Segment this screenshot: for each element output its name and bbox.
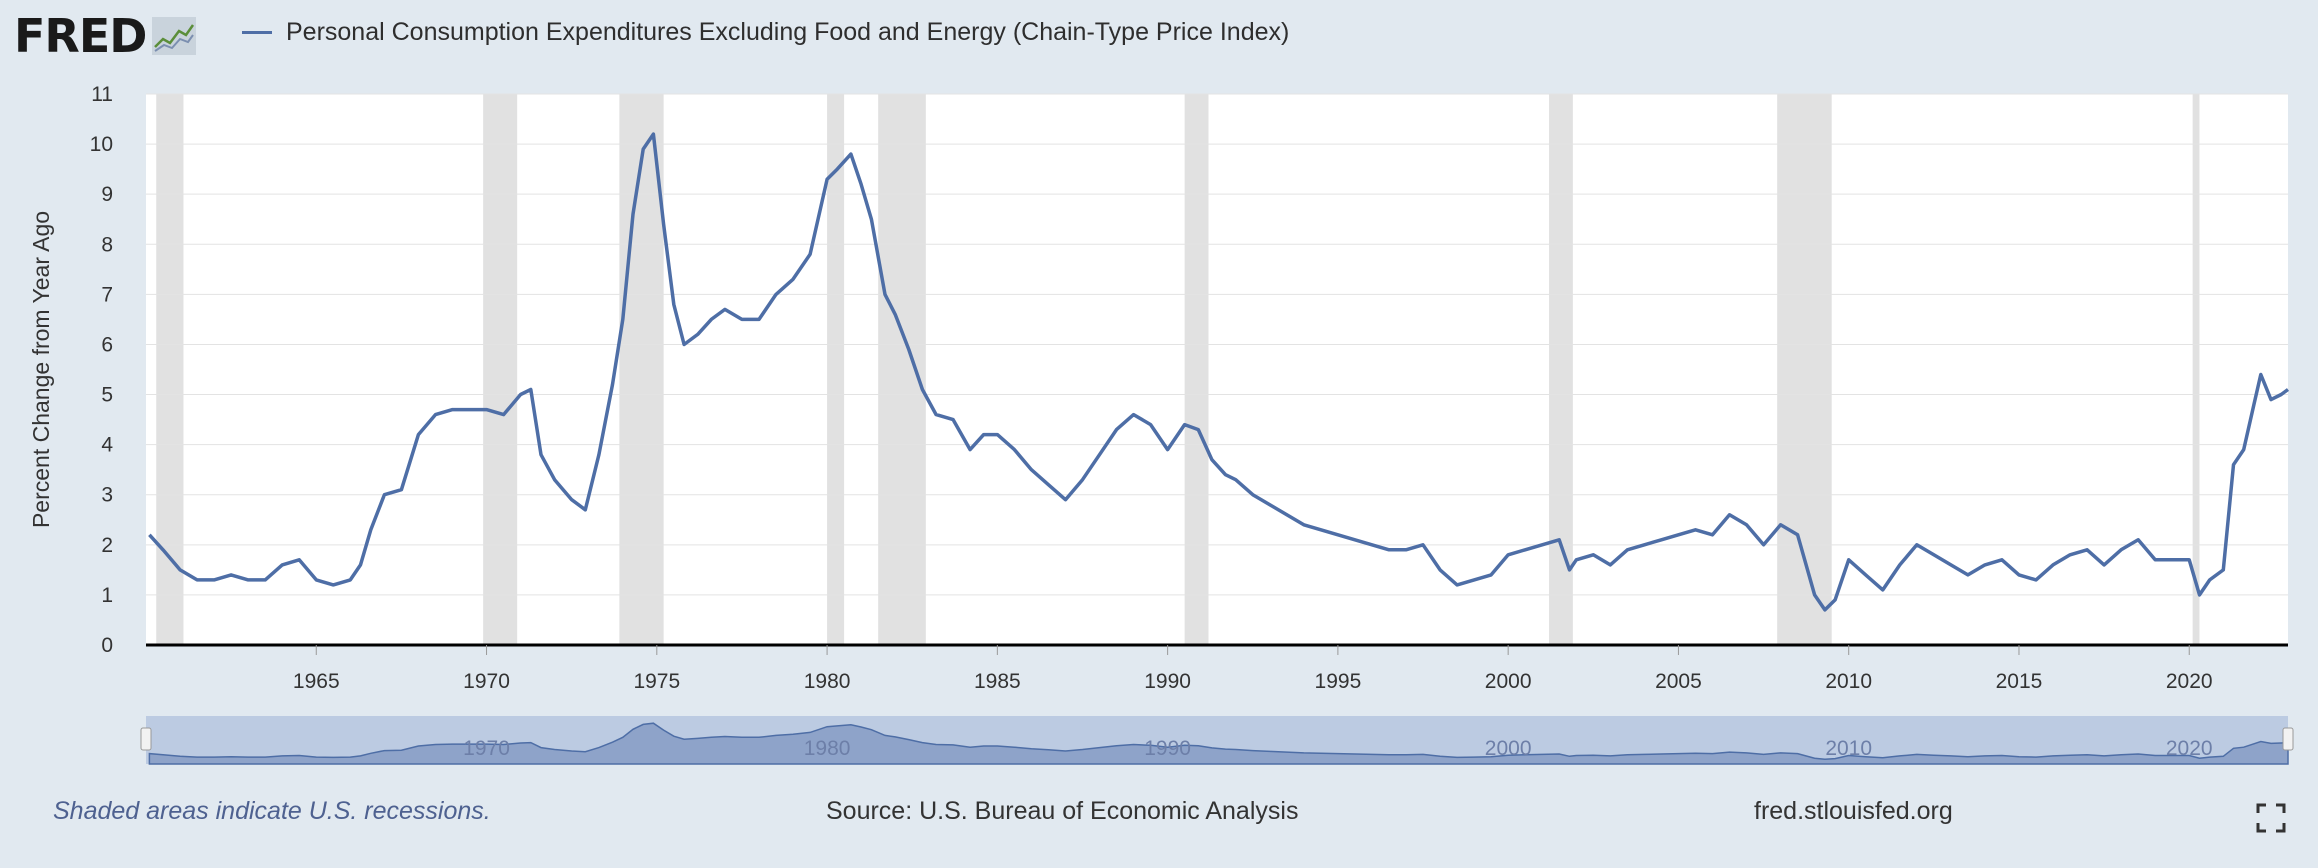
navigator-label: 2000 [1485, 737, 1532, 760]
navigator-label: 1970 [463, 737, 510, 760]
y-tick-label: 1 [101, 584, 113, 607]
y-axis-label: Percent Change from Year Ago [28, 211, 54, 528]
recession-band [619, 94, 664, 645]
y-tick-label: 11 [91, 83, 113, 106]
x-tick-label: 1970 [463, 670, 510, 693]
x-tick-label: 2020 [2166, 670, 2213, 693]
line-graph-icon [152, 17, 197, 55]
y-tick-label: 10 [90, 133, 113, 156]
y-tick-label: 8 [101, 233, 113, 256]
y-tick-label: 9 [101, 183, 113, 206]
recession-band [483, 94, 518, 645]
site-link[interactable]: fred.stlouisfed.org [1754, 797, 1953, 825]
fred-logo[interactable]: FRED [14, 8, 197, 64]
x-tick-label: 2015 [1996, 670, 2043, 693]
plot-rect [146, 94, 2288, 645]
y-tick-label: 3 [101, 484, 113, 507]
recession-band [156, 94, 184, 645]
navigator-handle-right[interactable] [2282, 727, 2294, 751]
grid-lines [146, 93, 2288, 647]
navigator-label: 1980 [804, 737, 851, 760]
x-tick-label: 1965 [293, 670, 340, 693]
navigator-label: 2010 [1825, 737, 1872, 760]
series-line[interactable] [148, 132, 2290, 612]
x-tick-label: 2000 [1485, 670, 1532, 693]
navigator-label: 1990 [1144, 737, 1191, 760]
navigator-label: 2020 [2166, 737, 2213, 760]
y-axis-ticks: 0 1 2 3 4 5 6 7 8 9 10 11 [90, 83, 114, 657]
y-tick-label: 4 [101, 434, 113, 457]
x-tick-label: 1995 [1315, 670, 1362, 693]
recession-band [827, 94, 845, 645]
x-tick-label: 2010 [1825, 670, 1872, 693]
legend-series-swatch [242, 31, 272, 34]
recession-band [2192, 94, 2200, 645]
x-axis-ticks: 1965 1970 1975 1980 1985 1990 1995 2000 2005 2010… [293, 645, 2213, 693]
chart-title[interactable]: Personal Consumption Expenditures Exclud… [286, 18, 1290, 46]
recession-band [1184, 94, 1209, 645]
plot-background [146, 94, 2288, 645]
x-tick-label: 1990 [1144, 670, 1191, 693]
navigator-series [148, 722, 2289, 765]
y-tick-label: 6 [101, 333, 113, 356]
fullscreen-icon[interactable] [2256, 803, 2286, 833]
y-tick-label: 0 [101, 634, 113, 657]
x-tick-label: 1980 [804, 670, 851, 693]
y-tick-label: 2 [101, 534, 113, 557]
navigator-handle-left[interactable] [140, 727, 152, 751]
source-note: Source: U.S. Bureau of Economic Analysis [826, 797, 1299, 825]
y-tick-label: 5 [101, 384, 113, 407]
x-tick-label: 2005 [1655, 670, 1702, 693]
recession-band [1549, 94, 1573, 645]
range-navigator[interactable]: 1970 1980 1990 2000 2010 2020 [140, 716, 2294, 765]
y-tick-label: 7 [101, 283, 113, 306]
recession-note: Shaded areas indicate U.S. recessions. [53, 797, 491, 825]
recession-band [878, 94, 926, 645]
chart-legend: Personal Consumption Expenditures Exclud… [242, 18, 1289, 47]
series-line-path[interactable] [148, 132, 2290, 612]
x-tick-label: 1975 [633, 670, 680, 693]
x-tick-label: 1985 [974, 670, 1021, 693]
fred-logo-text: FRED [14, 9, 147, 63]
